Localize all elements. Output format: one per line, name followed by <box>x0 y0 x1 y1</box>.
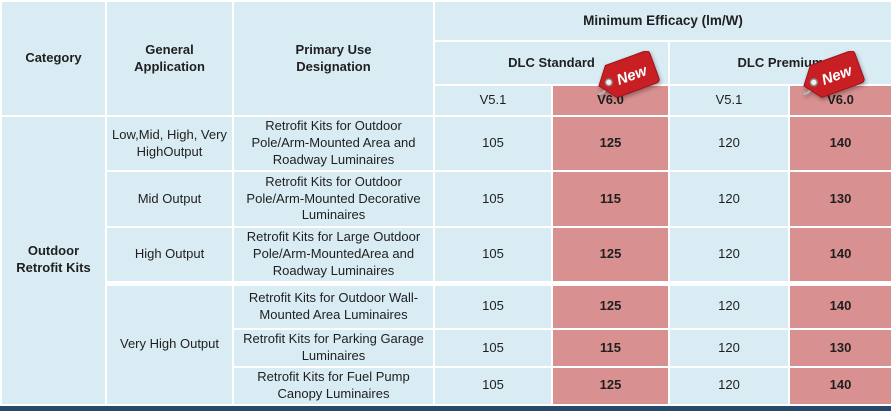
header-dlc-premium: DLC Premium New <box>667 40 891 99</box>
header-general-application: General Application <box>105 0 234 117</box>
value-cell-standard-v51: 105 <box>433 365 553 406</box>
value-cell-standard-v60: 125 <box>551 115 670 172</box>
subheader-dlc-standard-v51: V5.1 <box>433 84 553 117</box>
header-dlc-standard: DLC Standard New <box>433 40 670 99</box>
value-cell-standard-v51: 105 <box>433 225 553 286</box>
bottom-accent-bar <box>0 406 891 411</box>
table-row: Outdoor Retrofit Kits Low,Mid, High, Ver… <box>0 115 891 406</box>
subheader-dlc-premium-v60: V6.0 <box>787 84 891 117</box>
header-category-label: Category <box>25 50 82 66</box>
value-cell-standard-v51: 105 <box>433 115 553 172</box>
designation-cell: Retrofit Kits for Outdoor Wall-Mounted A… <box>232 282 435 331</box>
designation-cell: Retrofit Kits for Large Outdoor Pole/Arm… <box>232 225 435 286</box>
value-cell-standard-v51: 105 <box>433 282 553 331</box>
table-row: V5.1 V6.0 V5.1 V6.0 <box>1 84 891 117</box>
value-cell-standard-v51: 105 <box>433 170 553 228</box>
application-cell: High Output <box>105 225 234 286</box>
value-cell-premium-v51: 120 <box>668 170 790 228</box>
value-cell-premium-v60: 130 <box>787 170 891 228</box>
value-cell-standard-v60: 125 <box>551 225 670 286</box>
value-cell-premium-v60: 140 <box>787 225 891 286</box>
application-cell: Very High Output <box>105 282 234 406</box>
table-row: Retrofit Kits for Fuel Pump Canopy Lumin… <box>1 365 891 406</box>
header-minimum-efficacy-label: Minimum Efficacy (lm/W) <box>583 13 743 29</box>
table-row: Very High Output Retrofit Kits for Outdo… <box>1 282 891 406</box>
value-cell-standard-v60: 115 <box>551 328 670 368</box>
value-cell-standard-v60: 115 <box>551 170 670 228</box>
subheader-dlc-standard-v60: V6.0 <box>551 84 670 117</box>
new-tag-label: New <box>614 62 650 89</box>
value-cell-standard-v60: 125 <box>551 282 670 331</box>
value-cell-premium-v60: 140 <box>787 365 891 406</box>
header-dlc-premium-label: DLC Premium <box>737 54 824 70</box>
value-cell-premium-v60: 140 <box>787 282 891 331</box>
header-minimum-efficacy: Minimum Efficacy (lm/W) <box>432 0 891 42</box>
value-cell-premium-v51: 120 <box>668 115 790 172</box>
table-row: High Output Retrofit Kits for Large Outd… <box>1 225 891 286</box>
value-cell-premium-v51: 120 <box>668 365 790 406</box>
table-row: Mid Output Retrofit Kits for Outdoor Pol… <box>1 170 891 228</box>
header-general-application-label: General Application <box>134 41 205 74</box>
value-cell-standard-v60: 125 <box>551 365 670 406</box>
value-cell-premium-v60: 130 <box>787 328 891 368</box>
table-row: Retrofit Kits for Parking Garage Luminai… <box>1 328 891 368</box>
header-dlc-standard-label: DLC Standard <box>508 54 595 70</box>
designation-cell: Retrofit Kits for Outdoor Pole/Arm-Mount… <box>232 115 435 172</box>
designation-cell: Retrofit Kits for Parking Garage Luminai… <box>232 328 435 368</box>
header-primary-use-designation: Primary Use Designation <box>232 0 435 117</box>
designation-cell: Retrofit Kits for Fuel Pump Canopy Lumin… <box>232 365 435 406</box>
category-cell: Outdoor Retrofit Kits <box>0 115 107 406</box>
value-cell-premium-v51: 120 <box>668 328 790 368</box>
value-cell-standard-v51: 105 <box>433 328 553 368</box>
application-cell: Mid Output <box>105 170 234 228</box>
value-cell-premium-v51: 120 <box>668 282 790 331</box>
table-row: Category General Application Primary Use… <box>0 0 891 117</box>
application-cell: Low,Mid, High, Very HighOutput <box>105 115 234 172</box>
new-tag-label: New <box>819 62 855 89</box>
subheader-dlc-premium-v51: V5.1 <box>668 84 790 117</box>
value-cell-premium-v51: 120 <box>668 225 790 286</box>
value-cell-premium-v60: 140 <box>787 115 891 172</box>
designation-cell: Retrofit Kits for Outdoor Pole/Arm-Mount… <box>232 170 435 228</box>
header-primary-use-designation-label: Primary Use Designation <box>295 41 372 74</box>
header-category: Category <box>0 0 107 117</box>
